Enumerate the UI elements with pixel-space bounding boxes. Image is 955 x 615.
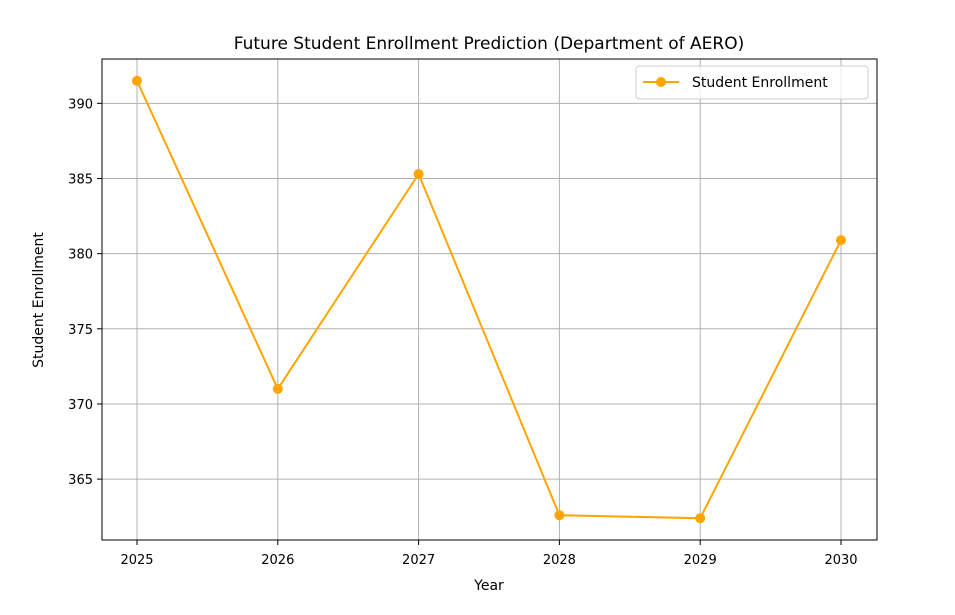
legend-marker — [656, 77, 666, 87]
y-tick-label: 385 — [68, 172, 93, 187]
data-point — [836, 235, 846, 246]
y-tick-label: 370 — [68, 398, 93, 413]
data-point — [413, 168, 424, 179]
gridlines — [102, 59, 877, 540]
y-axis: 365 370 375 380 385 390 — [68, 97, 102, 488]
x-tick-label: 2026 — [261, 553, 294, 568]
x-tick-label: 2028 — [543, 553, 576, 568]
x-tick-label: 2025 — [120, 553, 153, 568]
y-tick-label: 380 — [68, 248, 93, 263]
x-tick-label: 2030 — [824, 553, 857, 568]
legend-label: Student Enrollment — [692, 75, 828, 91]
legend: Student Enrollment — [635, 65, 869, 100]
x-axis: 2025 2026 2027 2028 2029 2030 — [120, 540, 858, 568]
data-point — [272, 383, 283, 394]
x-axis-label: Year — [473, 578, 504, 594]
data-point — [554, 510, 565, 521]
series-layer — [132, 75, 846, 524]
y-tick-label: 390 — [68, 97, 93, 112]
x-tick-label: 2029 — [684, 553, 717, 568]
y-axis-label: Student Enrollment — [31, 232, 47, 368]
plot-area — [101, 58, 878, 541]
y-tick-label: 375 — [68, 323, 93, 338]
legend-frame — [635, 65, 869, 100]
series-line — [136, 80, 842, 520]
data-point — [132, 75, 142, 86]
chart-title: Future Student Enrollment Prediction (De… — [234, 34, 744, 54]
x-tick-label: 2027 — [402, 553, 435, 568]
data-point — [695, 513, 706, 524]
y-tick-label: 365 — [68, 473, 93, 488]
